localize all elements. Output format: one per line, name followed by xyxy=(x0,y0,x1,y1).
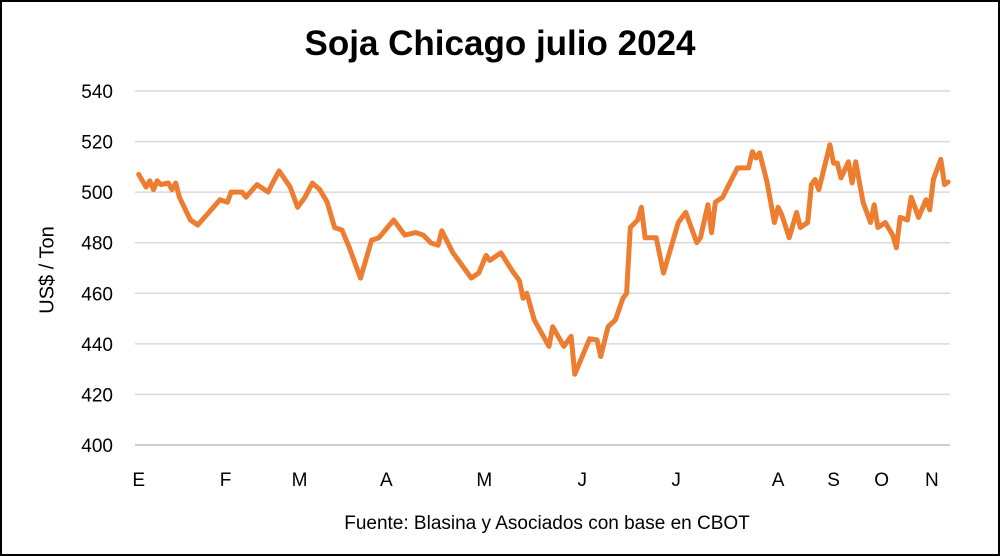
x-tick-label: M xyxy=(292,470,308,491)
source-note: Fuente: Blasina y Asociados con base en … xyxy=(344,513,750,534)
y-tick-label: 420 xyxy=(81,385,113,406)
x-tick-label: O xyxy=(874,470,889,491)
x-tick-label: J xyxy=(671,470,681,491)
x-tick-label: E xyxy=(132,470,145,491)
x-tick-label: A xyxy=(380,470,393,491)
chart-title: Soja Chicago julio 2024 xyxy=(304,24,696,63)
x-tick-label: N xyxy=(925,470,939,491)
x-tick-label: A xyxy=(772,470,785,491)
y-tick-label: 400 xyxy=(81,436,113,457)
y-tick-label: 440 xyxy=(81,335,113,356)
y-tick-label: 500 xyxy=(81,183,113,204)
y-tick-label: 540 xyxy=(81,82,113,103)
price-line xyxy=(136,142,951,377)
x-tick-label: S xyxy=(827,470,840,491)
y-tick-label: 520 xyxy=(81,133,113,154)
y-tick-label: 480 xyxy=(81,234,113,255)
y-tick-label: 460 xyxy=(81,284,113,305)
x-tick-label: F xyxy=(220,470,232,491)
x-tick-label: J xyxy=(577,470,587,491)
x-tick-label: M xyxy=(476,470,492,491)
